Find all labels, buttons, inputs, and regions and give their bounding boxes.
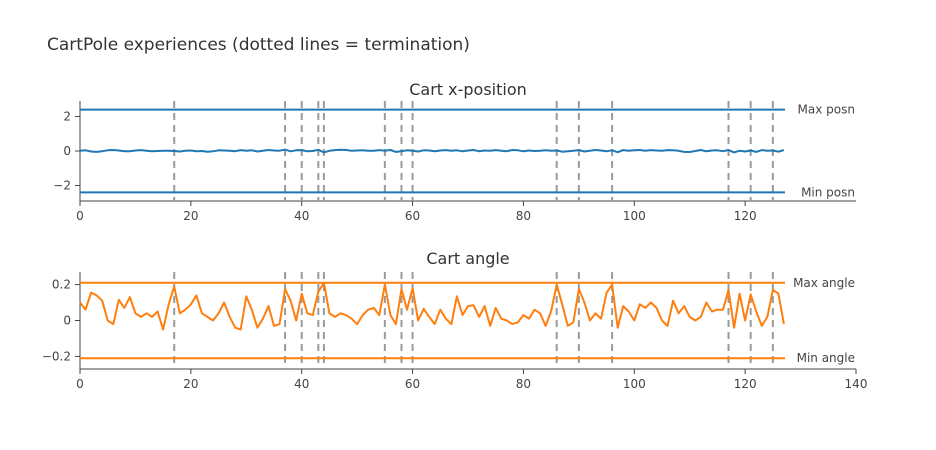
threshold-label: Min angle: [797, 351, 855, 365]
series-line: [79, 281, 785, 331]
x-tick-label: 0: [76, 209, 84, 223]
y-tick-label: 0: [63, 144, 71, 158]
panel-cart-angle: Cart angle 0 20 40 60 80 100 120 140 −0.2 0 0.2 Max …: [42, 249, 868, 391]
threshold-label: Max posn: [798, 103, 855, 117]
x-tick-label: 40: [294, 209, 309, 223]
threshold-label: Min posn: [801, 185, 855, 199]
subplot-title: Cart angle: [426, 249, 509, 268]
y-tick-label: 2: [63, 110, 71, 124]
threshold-label: Max angle: [793, 276, 855, 290]
figure-title: CartPole experiences (dotted lines = ter…: [47, 35, 470, 55]
series-line: [79, 148, 785, 154]
x-tick-label: 20: [183, 377, 198, 391]
subplot-title: Cart x-position: [409, 80, 527, 99]
y-tick-label: −0.2: [42, 349, 71, 363]
x-tick-label: 0: [76, 377, 84, 391]
panel-cart-x-position: Cart x-position 0 20 40 60 80 100 120 −2 0 2 Max po…: [53, 80, 856, 223]
x-tick-label: 120: [734, 209, 757, 223]
x-tick-label: 20: [183, 209, 198, 223]
y-tick-label: 0.2: [52, 278, 71, 292]
x-tick-label: 80: [516, 377, 531, 391]
x-tick-label: 60: [405, 377, 420, 391]
y-tick-label: −2: [53, 178, 71, 192]
y-tick-label: 0: [63, 314, 71, 328]
x-tick-label: 100: [623, 377, 646, 391]
x-tick-label: 60: [405, 209, 420, 223]
x-tick-label: 100: [623, 209, 646, 223]
x-tick-label: 40: [294, 377, 309, 391]
x-tick-label: 120: [734, 377, 757, 391]
x-tick-label: 140: [845, 377, 868, 391]
x-tick-label: 80: [516, 209, 531, 223]
